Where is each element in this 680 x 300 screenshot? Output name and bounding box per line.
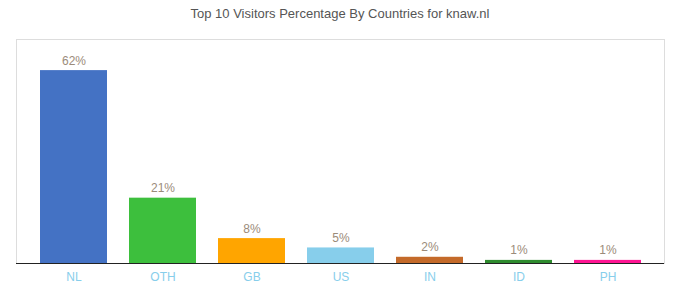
html-text:Top 10 Visitors Percentage By: Top 10 Visitors Percentage By Countries … [190, 6, 490, 21]
svg-text:5%: 5% [332, 231, 350, 245]
svg-text:1%: 1% [599, 243, 617, 257]
svg-text:1%: 1% [510, 243, 528, 257]
svg-text:PH: PH [600, 270, 617, 284]
svg-text:GB: GB [243, 270, 260, 284]
svg-text:IN: IN [424, 270, 436, 284]
svg-text:NL: NL [66, 270, 82, 284]
svg-text:ID: ID [513, 270, 525, 284]
svg-text:OTH: OTH [150, 270, 175, 284]
svg-text:US: US [333, 270, 350, 284]
svg-text:21%: 21% [151, 181, 175, 195]
svg-text:2%: 2% [421, 240, 439, 254]
svg-text:62%: 62% [62, 54, 86, 68]
svg-text:8%: 8% [243, 222, 261, 236]
